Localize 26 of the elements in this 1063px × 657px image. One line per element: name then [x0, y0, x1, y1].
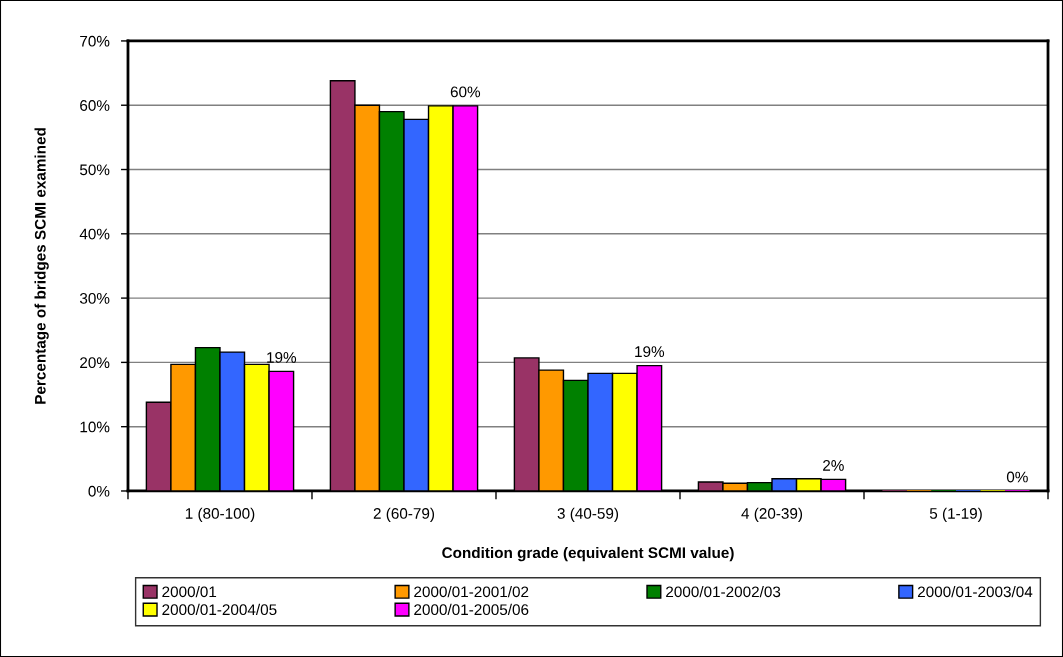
legend-label: 2000/01-2005/06: [414, 603, 529, 616]
x-tick-label: 5 (1-19): [929, 507, 982, 522]
legend-label: 2000/01-2004/05: [162, 603, 277, 616]
data-label: 0%: [1006, 471, 1028, 483]
y-tick-label: 10%: [80, 421, 110, 433]
y-tick-label: 70%: [80, 35, 110, 47]
y-tick-label: 30%: [79, 292, 110, 304]
y-tick-label: 20%: [80, 357, 110, 369]
y-tick-label: 50%: [79, 164, 110, 176]
data-label: 2%: [823, 460, 844, 471]
legend-label: 2000/01: [162, 585, 217, 598]
y-tick-label: 0%: [88, 485, 110, 497]
x-tick-label: 4 (20-39): [741, 507, 803, 522]
data-label: 19%: [635, 346, 665, 358]
legend-label: 2000/01-2001/02: [414, 585, 529, 598]
data-label: 60%: [450, 86, 481, 98]
data-label: 19%: [267, 352, 297, 363]
legend-label: 2000/01-2003/04: [917, 585, 1033, 598]
y-tick-label: 40%: [79, 228, 110, 240]
x-tick-label: 2 (60-79): [373, 507, 435, 522]
x-tick-label: 3 (40-59): [557, 507, 619, 522]
x-axis-title: Condition grade (equivalent SCMI value): [442, 546, 734, 562]
legend-label: 2000/01-2002/03: [666, 585, 781, 598]
y-tick-label: 60%: [80, 100, 110, 111]
y-axis-title: Percentage of bridges SCMI examined: [34, 128, 49, 404]
x-tick-label: 1 (80-100): [185, 507, 255, 522]
